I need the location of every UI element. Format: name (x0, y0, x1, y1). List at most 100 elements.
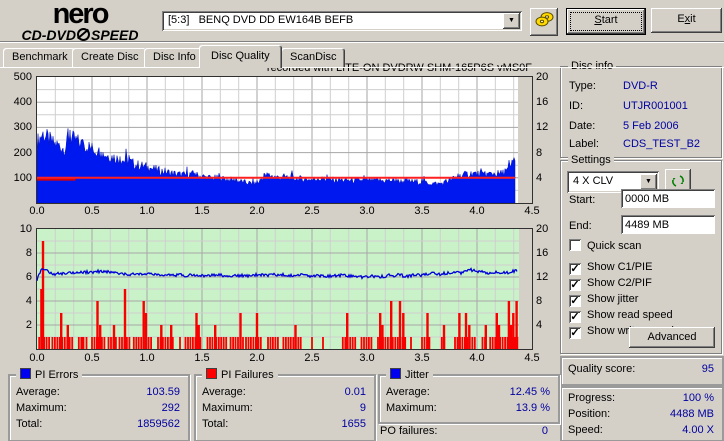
checkbox-icon[interactable]: ✓ (569, 295, 581, 307)
disc-info-row: Label: CDS_TEST_B2 (569, 138, 701, 150)
axis-tick-label: 6 (25, 271, 32, 283)
pi-failures-plot-area (36, 229, 532, 349)
tab-page-frame (0, 67, 724, 441)
checkbox-quick-scan[interactable]: Quick scan (569, 239, 641, 253)
pi-errors-stats-box: PI Errors Average: 103.59 Maximum: 292 Tot… (8, 368, 190, 441)
axis-tick-label: 4.5 (524, 352, 540, 364)
axis-tick-label: 12 (536, 271, 549, 283)
stat-row: Average: 0.01 (202, 386, 366, 398)
advanced-button[interactable]: Advanced (629, 327, 715, 348)
checkbox-icon[interactable] (569, 239, 581, 251)
speed-select-dropdown[interactable]: 4 X CLV ▼ (567, 171, 659, 193)
axis-tick-label: 100 (13, 171, 32, 184)
axis-tick-label: 4 (25, 295, 32, 307)
axis-tick-label: 10 (19, 223, 32, 235)
pi-errors-legend-icon (20, 368, 31, 379)
tab-benchmark[interactable]: Benchmark (3, 48, 77, 67)
checkbox-show-c2-pif[interactable]: ✓ Show C2/PIF (569, 277, 652, 291)
axis-tick-label: 2.5 (304, 352, 320, 364)
pi-errors-chart (36, 76, 533, 204)
checkbox-show-jitter[interactable]: ✓ Show jitter (569, 293, 639, 307)
checkbox-icon[interactable]: ✓ (569, 327, 581, 339)
po-failures-value: 0 (541, 425, 548, 437)
checkbox-icon[interactable]: ✓ (569, 279, 581, 291)
settings-title: Settings (568, 154, 614, 166)
tab-scandisc[interactable]: ScanDisc (281, 48, 346, 67)
start-position-label: Start: (569, 194, 596, 206)
axis-tick-label: 1.0 (139, 352, 155, 364)
drive-select-dropdown[interactable]: [5:3] BENQ DVD DD EW164B BEFB ▼ (162, 11, 522, 31)
axis-tick-label: 0.5 (84, 205, 100, 217)
progress-row: Speed: 4.00 X (568, 424, 714, 436)
axis-tick-label: 2.5 (304, 205, 320, 217)
tab-disc-quality[interactable]: Disc Quality (199, 45, 282, 68)
po-failures-label: PO failures: (380, 425, 438, 437)
jitter-stats-box: Jitter Average: 12.45 % Maximum: 13.9 % (378, 368, 560, 424)
disc-info-group: Disc info Type: DVD-R ID: UTJR001001 Date:… (560, 60, 722, 158)
start-button[interactable]: Start (566, 8, 646, 35)
axis-tick-label: 0.0 (29, 205, 45, 217)
checkbox-show-read-speed[interactable]: ✓ Show read speed (569, 309, 673, 323)
jitter-legend-icon (390, 368, 401, 379)
pi-failures-legend-label: PI Failures (221, 369, 274, 381)
axis-tick-label: 1.5 (194, 205, 210, 217)
chevron-down-icon[interactable]: ▼ (640, 174, 657, 190)
nero-logo: nero CD-DVD SPEED (4, 0, 156, 43)
axis-tick-label: 400 (13, 96, 32, 109)
axis-tick-label: 1.5 (194, 352, 210, 364)
axis-tick-label: 20 (536, 223, 549, 235)
axis-tick-label: 3.5 (414, 205, 430, 217)
axis-tick-label: 4.0 (469, 352, 485, 364)
stat-row: Average: 103.59 (16, 386, 180, 398)
axis-tick-label: 2 (25, 319, 32, 331)
end-position-field[interactable] (621, 215, 715, 234)
axis-tick-label: 3.0 (359, 205, 375, 217)
quality-score-box: Quality score: 95 (560, 356, 724, 386)
stat-row: Maximum: 292 (16, 402, 180, 414)
nero-wordmark: nero (52, 0, 110, 30)
axis-tick-label: 8 (536, 146, 543, 159)
disc-info-title: Disc info (568, 60, 617, 72)
quality-score-label: Quality score: (568, 363, 636, 375)
disc-info-row: Date: 5 Feb 2006 (569, 120, 679, 132)
axis-tick-label: 1.0 (139, 205, 155, 217)
stat-row: Total: 1655 (202, 418, 366, 430)
disc-stack-icon (535, 12, 553, 27)
pi-errors-legend-label: PI Errors (35, 369, 79, 381)
axis-tick-label: 2.0 (249, 205, 265, 217)
axis-tick-label: 4.0 (469, 205, 485, 217)
axis-tick-label: 4 (536, 319, 543, 331)
eject-disc-button[interactable] (530, 8, 558, 36)
axis-tick-label: 3.0 (359, 352, 375, 364)
start-position-field[interactable] (621, 189, 715, 208)
checkbox-icon[interactable]: ✓ (569, 263, 581, 275)
pi-failures-jitter-chart (36, 228, 533, 350)
tab-disc-info[interactable]: Disc Info (144, 48, 205, 67)
tab-create-disc[interactable]: Create Disc (72, 48, 148, 67)
po-failures-row: PO failures: 0 (380, 425, 552, 439)
stat-row: Total: 1859562 (16, 418, 180, 430)
exit-button[interactable]: Exit (651, 8, 722, 33)
axis-tick-label: 20 (536, 71, 549, 83)
axis-tick-label: 8 (25, 247, 32, 259)
chevron-down-icon[interactable]: ▼ (503, 13, 520, 29)
refresh-arrows-icon (672, 175, 684, 187)
axis-tick-label: 8 (536, 295, 543, 307)
axis-tick-label: 4.5 (524, 205, 540, 217)
stat-row: Maximum: 13.9 % (386, 402, 550, 414)
disc-info-row: Type: DVD-R (569, 80, 658, 92)
progress-row: Position: 4488 MB (568, 408, 714, 420)
axis-tick-label: 200 (13, 146, 32, 159)
jitter-legend-label: Jitter (405, 369, 429, 381)
quality-score-value: 95 (701, 363, 714, 375)
disc-info-row: ID: UTJR001001 (569, 100, 688, 112)
axis-tick-label: 300 (13, 121, 32, 134)
end-position-label: End: (569, 220, 592, 232)
cd-dvd-speed-wordmark: CD-DVD SPEED (21, 27, 139, 43)
stat-row: Maximum: 9 (202, 402, 366, 414)
settings-group: Settings 4 X CLV ▼ Start: End: Quick sca… (560, 154, 722, 354)
checkbox-show-c1-pie[interactable]: ✓ Show C1/PIE (569, 261, 653, 275)
checkbox-icon[interactable]: ✓ (569, 311, 581, 323)
drive-select-value: [5:3] BENQ DVD DD EW164B BEFB (168, 14, 354, 26)
